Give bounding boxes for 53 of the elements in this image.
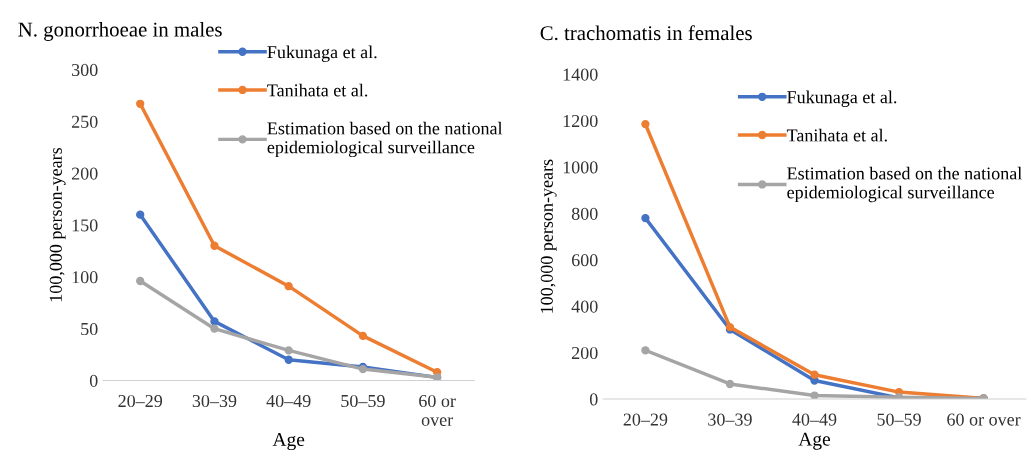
- point: [284, 282, 293, 291]
- y-tick-label: 600: [571, 254, 598, 267]
- x-tick-label: 50–59: [341, 394, 385, 408]
- point: [725, 379, 735, 389]
- point: [284, 355, 293, 364]
- x-tick-label: 30–39: [192, 394, 237, 408]
- point: [641, 119, 650, 129]
- point: [136, 99, 145, 108]
- y-tick-label: 0: [589, 393, 598, 406]
- y-tick-label: 300: [72, 63, 98, 77]
- point: [641, 213, 650, 223]
- legend-label: Fukunaga et al.: [787, 90, 897, 108]
- legend-label: Tanihata et al.: [267, 83, 368, 97]
- y-tick-label: 400: [571, 300, 598, 313]
- x-tick-label: 60 or over: [947, 413, 1021, 426]
- y-axis-title: 100,000 person-years: [540, 159, 557, 313]
- x-tick-label: 50–59: [877, 413, 921, 426]
- y-tick-label: 1000: [563, 161, 598, 174]
- x-tick-label: 20–29: [623, 413, 668, 426]
- y-axis-title: 100,000 person-years: [49, 147, 66, 302]
- x-axis-title: Age: [272, 433, 305, 451]
- point: [810, 370, 819, 379]
- y-tick-label: 1400: [563, 68, 598, 81]
- y-tick-label: 1200: [563, 114, 598, 128]
- point: [810, 391, 819, 400]
- y-tick-label: 150: [72, 219, 98, 232]
- point: [136, 210, 145, 219]
- y-tick-label: 800: [571, 207, 598, 220]
- y-tick-label: 50: [81, 322, 98, 336]
- point: [641, 346, 650, 355]
- point: [210, 317, 219, 326]
- y-tick-label: 100: [72, 271, 98, 284]
- point: [210, 324, 219, 333]
- chart-title: C. trachomatis in females: [540, 25, 752, 41]
- y-tick-label: 200: [71, 167, 98, 180]
- legend-label: Fukunaga et al.: [267, 45, 377, 62]
- x-tick-label: 60 or over: [419, 394, 456, 426]
- point: [210, 241, 219, 250]
- point: [284, 346, 293, 355]
- x-tick-label: 30–39: [708, 413, 752, 426]
- x-axis-title: Age: [798, 432, 831, 450]
- point: [136, 276, 145, 286]
- x-tick-label: 40–49: [266, 394, 311, 408]
- legend-label: Estimation based on the national epidemiological surveillance: [787, 166, 1022, 203]
- point: [358, 331, 368, 341]
- y-tick-label: 200: [571, 346, 598, 360]
- chart-title: N. gonorrhoeae in males: [18, 21, 222, 41]
- x-tick-label: 40–49: [792, 413, 837, 426]
- legend-label: Estimation based on the national epidemiological surveillance: [267, 121, 503, 158]
- y-tick-label: 0: [89, 374, 98, 387]
- legend-label: Tanihata et al.: [786, 128, 887, 142]
- y-tick-label: 250: [71, 115, 98, 128]
- x-tick-label: 20–29: [118, 394, 163, 408]
